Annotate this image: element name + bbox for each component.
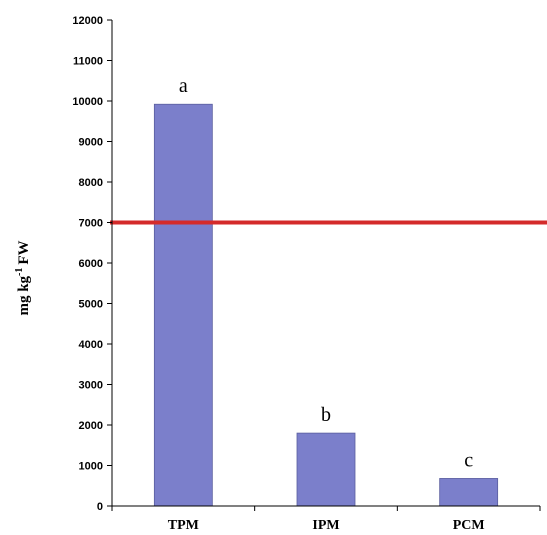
- bars-group: [153, 103, 499, 507]
- y-tick-label: 6000: [79, 258, 103, 270]
- y-tick-label: 8000: [79, 177, 103, 189]
- y-tick-label: 2000: [79, 420, 103, 432]
- y-tick-label: 11000: [73, 56, 103, 68]
- x-category-label: PCM: [453, 518, 485, 533]
- y-tick-label: 10000: [72, 96, 103, 108]
- bar-tpm: [153, 103, 213, 507]
- x-ticks-group: TPM IPM PCM: [111, 506, 541, 533]
- significance-letter: a: [179, 75, 188, 97]
- y-tick-label: 0: [97, 501, 103, 513]
- y-axis-title: mg kg-1FW: [14, 240, 32, 315]
- y-tick-label: 5000: [79, 299, 103, 311]
- significance-letter: c: [464, 449, 473, 471]
- y-tick-label: 1000: [79, 461, 103, 473]
- y-tick-label: 12000: [72, 15, 103, 27]
- bar-ipm: [296, 432, 356, 507]
- y-ticks-group: 0 1000 2000 3000 4000 5000 6000 7000 8000 9000 100…: [72, 15, 112, 513]
- y-tick-label: 9000: [79, 137, 103, 149]
- bar-pcm: [439, 478, 499, 507]
- y-tick-label: 3000: [79, 380, 103, 392]
- x-category-label: TPM: [168, 518, 199, 533]
- annotations-group: a b c: [179, 75, 473, 471]
- significance-letter: b: [321, 404, 331, 426]
- y-tick-label: 7000: [79, 218, 103, 230]
- x-category-label: IPM: [312, 518, 339, 533]
- y-tick-label: 4000: [79, 339, 103, 351]
